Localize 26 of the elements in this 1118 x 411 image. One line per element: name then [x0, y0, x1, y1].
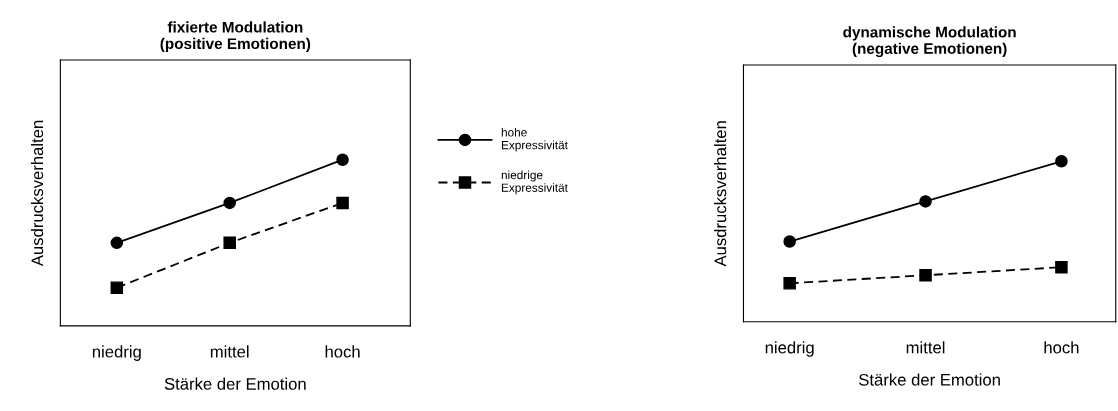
legend-label: hohe Expressivität: [501, 127, 568, 152]
point: [1055, 260, 1068, 274]
x-tick-label: niedrig: [765, 341, 814, 357]
point: [919, 269, 932, 282]
x-tick-label: hoch: [325, 345, 360, 358]
x-tick-label: mittel: [210, 345, 249, 358]
x-axis-title: Stärke der Emotion: [164, 377, 306, 390]
legend-label: niedrige Expressivität: [501, 170, 568, 195]
point: [783, 235, 796, 248]
x-axis-title: Stärke der Emotion: [859, 373, 1000, 386]
point: [919, 195, 932, 208]
y-axis-title: Ausdrucksverhalten: [30, 120, 44, 267]
y-axis-title: Ausdrucksverhalten: [714, 121, 727, 267]
point: [110, 236, 124, 250]
x-tick-label: mittel: [906, 341, 945, 354]
point: [783, 277, 796, 290]
point: [223, 236, 236, 250]
point: [110, 281, 124, 294]
point: [336, 153, 349, 166]
point: [336, 196, 349, 210]
x-tick-label: hoch: [1044, 341, 1079, 354]
point: [1055, 155, 1068, 168]
x-tick-label: niedrig: [92, 345, 141, 361]
chart-title: fixierte Modulation (positive Emotionen): [160, 21, 311, 53]
point: [223, 196, 236, 210]
chart-title: dynamische Modulation (negative Emotionen): [843, 26, 1016, 58]
